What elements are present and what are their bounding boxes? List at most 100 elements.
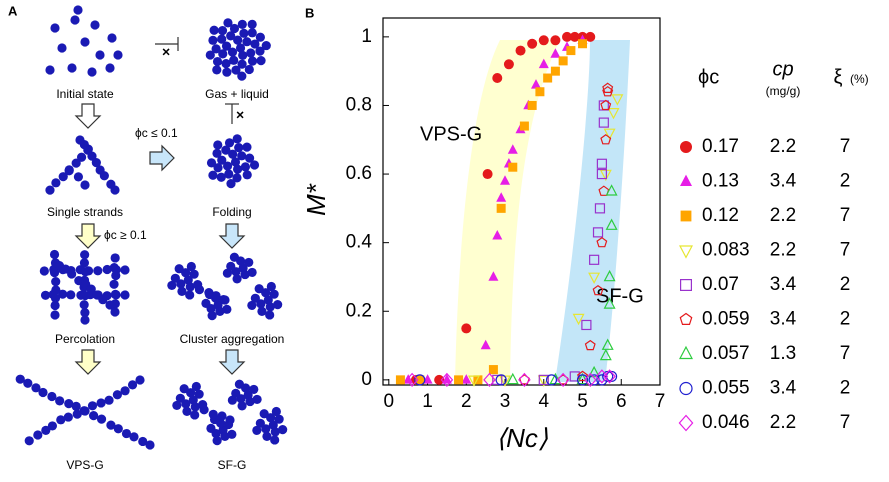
x-tick-label: 3 [500,391,511,412]
particle [47,421,58,431]
legend-header: cp [772,58,793,80]
particle [237,59,247,69]
particle [174,264,184,274]
particle [87,401,98,411]
legend-xi: 2 [840,309,851,330]
particle [235,43,246,53]
particle [15,374,25,384]
particle [90,20,100,30]
particle [51,178,61,188]
particle [229,252,240,262]
particle [239,28,249,38]
legend-name: 0.059 [702,309,750,330]
legend-cp: 2.2 [770,136,796,157]
particle [194,284,205,295]
x-tick-label: 6 [616,391,627,412]
point [488,271,499,281]
particle [237,71,247,81]
particle [112,390,122,400]
particle [227,47,238,57]
point [589,254,600,265]
point [414,374,426,386]
particle [185,282,195,292]
particle [138,436,148,447]
legend-marker [679,312,693,325]
particle [247,300,257,311]
arrow [74,103,102,129]
particle [182,406,192,416]
x-axis-label: ⟨Nc⟩ [496,423,548,453]
particle [278,425,288,435]
particle [23,378,33,388]
particle [212,56,223,67]
point [598,117,609,128]
point [461,323,472,334]
particle [217,34,227,44]
legend-unit: (%) [850,72,869,86]
legend-name: 0.055 [702,378,750,399]
legend-marker [680,174,692,186]
particle [208,409,218,419]
point [600,99,612,111]
particle [226,179,236,189]
point [492,230,503,240]
particle [98,295,108,305]
node-label: Initial state [56,87,114,101]
particle [240,269,250,280]
legend-marker [678,414,694,432]
x-tick-label: 0 [384,391,395,412]
particle [217,155,227,165]
particle [212,148,222,158]
point [515,45,526,56]
particle [242,170,252,180]
particle [86,284,96,294]
particle [113,424,123,434]
particle [50,23,60,33]
particle [110,253,120,263]
legend-marker [680,210,692,222]
particle [185,290,195,300]
annotation: VPS-G [420,123,482,145]
point [562,31,573,42]
legend-xi: 2 [840,171,851,192]
particle [110,185,120,195]
particle [205,50,215,60]
legend-name: 0.046 [702,412,750,433]
legend-name: 0.083 [702,240,750,261]
point [611,94,624,106]
particle [109,262,119,273]
particle [249,384,259,395]
particle [110,289,121,299]
particle [99,171,109,181]
particle [73,172,84,182]
particle [199,405,209,415]
point [550,48,561,58]
particle [265,310,275,320]
particle [259,409,269,419]
point [545,374,558,386]
point [605,184,618,196]
particle [106,420,116,430]
particle [189,269,199,279]
legend-name: 0.07 [702,274,739,295]
particle [208,35,218,45]
particle [270,427,280,437]
particle [261,40,271,51]
particle [51,277,61,287]
point [598,185,610,196]
particle [67,63,77,73]
particle [111,270,121,281]
legend-xi: 7 [840,343,851,364]
block-mark: × [162,44,170,60]
particle [215,306,225,317]
node-label: VPS-G [66,458,103,472]
particle [222,161,233,171]
point [550,35,561,46]
particle [170,273,180,283]
point [492,374,503,385]
particle [247,56,258,66]
condition-label: ϕc ≥ 0.1 [104,228,147,242]
x-tick-label: 7 [655,391,666,412]
y-tick-label: 0.8 [346,94,372,115]
point [508,162,518,172]
